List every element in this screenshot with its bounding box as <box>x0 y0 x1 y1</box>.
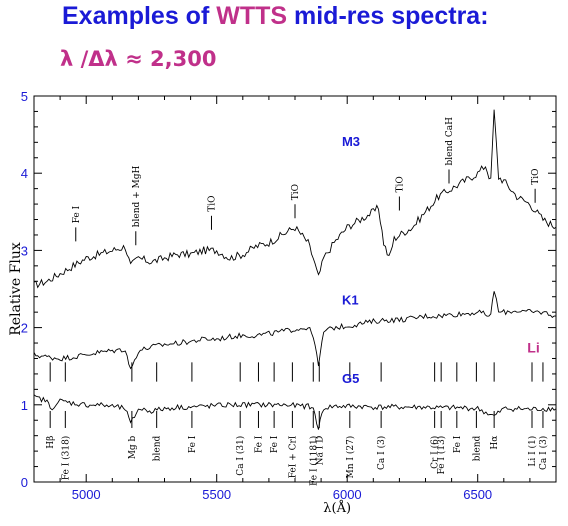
annotation-label: Li <box>527 339 539 355</box>
series-label-K1: K1 <box>342 292 359 307</box>
bottom-feature-label: Ca I (31) <box>235 436 246 476</box>
bottom-feature-label: Hα <box>490 436 500 450</box>
bottom-feature-label: Fe I <box>188 435 198 453</box>
top-feature-label: blend CaH <box>445 117 455 166</box>
bottom-feature-label: Ca I (3) <box>376 436 387 470</box>
top-feature-label: TiO <box>291 184 301 200</box>
bottom-feature-label: Fe I (13) <box>436 436 447 475</box>
bottom-feature-label: Mn I (27) <box>345 436 356 479</box>
plot-frame <box>33 95 557 483</box>
series-label-M3: M3 <box>342 134 360 149</box>
bottom-feature-label: Fe I <box>453 435 463 453</box>
x-axis-label: λ(Å) <box>323 500 351 516</box>
y-tick-label: 5 <box>21 89 28 104</box>
bottom-feature-label: FeI + CrI <box>288 435 298 478</box>
y-tick-label: 1 <box>21 398 28 413</box>
series-lines <box>33 109 557 430</box>
series-line-K1 <box>33 291 557 370</box>
bottom-feature-label: Fe I (1181) <box>308 436 319 486</box>
bottom-feature-label: blend <box>472 435 482 461</box>
top-feature-label: TiO <box>207 196 217 212</box>
series-line-M3 <box>33 109 557 289</box>
chart-labels: λ(Å) Relative Flux M3 K1 G5 Li <box>8 134 540 516</box>
top-feature-label: blend + MgH <box>132 165 142 227</box>
bottom-feature-label: Li I (1) <box>527 436 538 467</box>
y-axis-label: Relative Flux <box>8 242 24 336</box>
axis-ticks: 0 1 2 3 4 5 5000 5500 6000 6500 <box>21 89 557 502</box>
slide-title: Examples of WTTS mid-res spectra: <box>62 2 489 31</box>
top-feature-label: TiO <box>395 176 405 192</box>
x-tick-label: 6500 <box>463 487 492 502</box>
y-tick-label: 2 <box>21 321 28 336</box>
x-tick-label: 6000 <box>333 487 362 502</box>
bottom-feature-label: Hβ <box>46 436 56 449</box>
bottom-feature-label: Fe I <box>270 435 280 453</box>
bottom-feature-label: Cr I (6) <box>430 436 441 469</box>
title-highlight: WTTS <box>216 2 288 30</box>
bottom-feature-label: Mg b <box>128 435 138 459</box>
bottom-feature-label: Fe I <box>254 435 264 453</box>
feature-markers: Fe I blend + MgH TiO TiO TiO blend CaH TiO Hβ Fe… <box>46 117 549 486</box>
y-tick-label: 4 <box>21 166 28 181</box>
title-suffix: mid-res spectra: <box>287 2 489 30</box>
y-tick-label: 0 <box>21 475 28 490</box>
top-feature-label: TiO <box>531 169 541 185</box>
bottom-feature-label: Na I D <box>315 436 325 466</box>
x-tick-label: 5500 <box>202 487 231 502</box>
title-prefix: Examples of <box>62 2 217 30</box>
x-tick-label: 5000 <box>72 487 101 502</box>
resolution-note: λ /Δλ ≈ 2,300 <box>60 47 217 71</box>
series-line-G5 <box>33 394 557 430</box>
y-tick-label: 3 <box>21 243 28 258</box>
bottom-feature-label: blend <box>153 435 163 461</box>
bottom-feature-label: Fe I (318) <box>60 436 71 481</box>
series-label-G5: G5 <box>342 371 359 386</box>
top-feature-label: Fe I <box>72 205 82 223</box>
plot-border <box>33 95 557 483</box>
bottom-feature-label: Ca I (3) <box>538 436 549 470</box>
